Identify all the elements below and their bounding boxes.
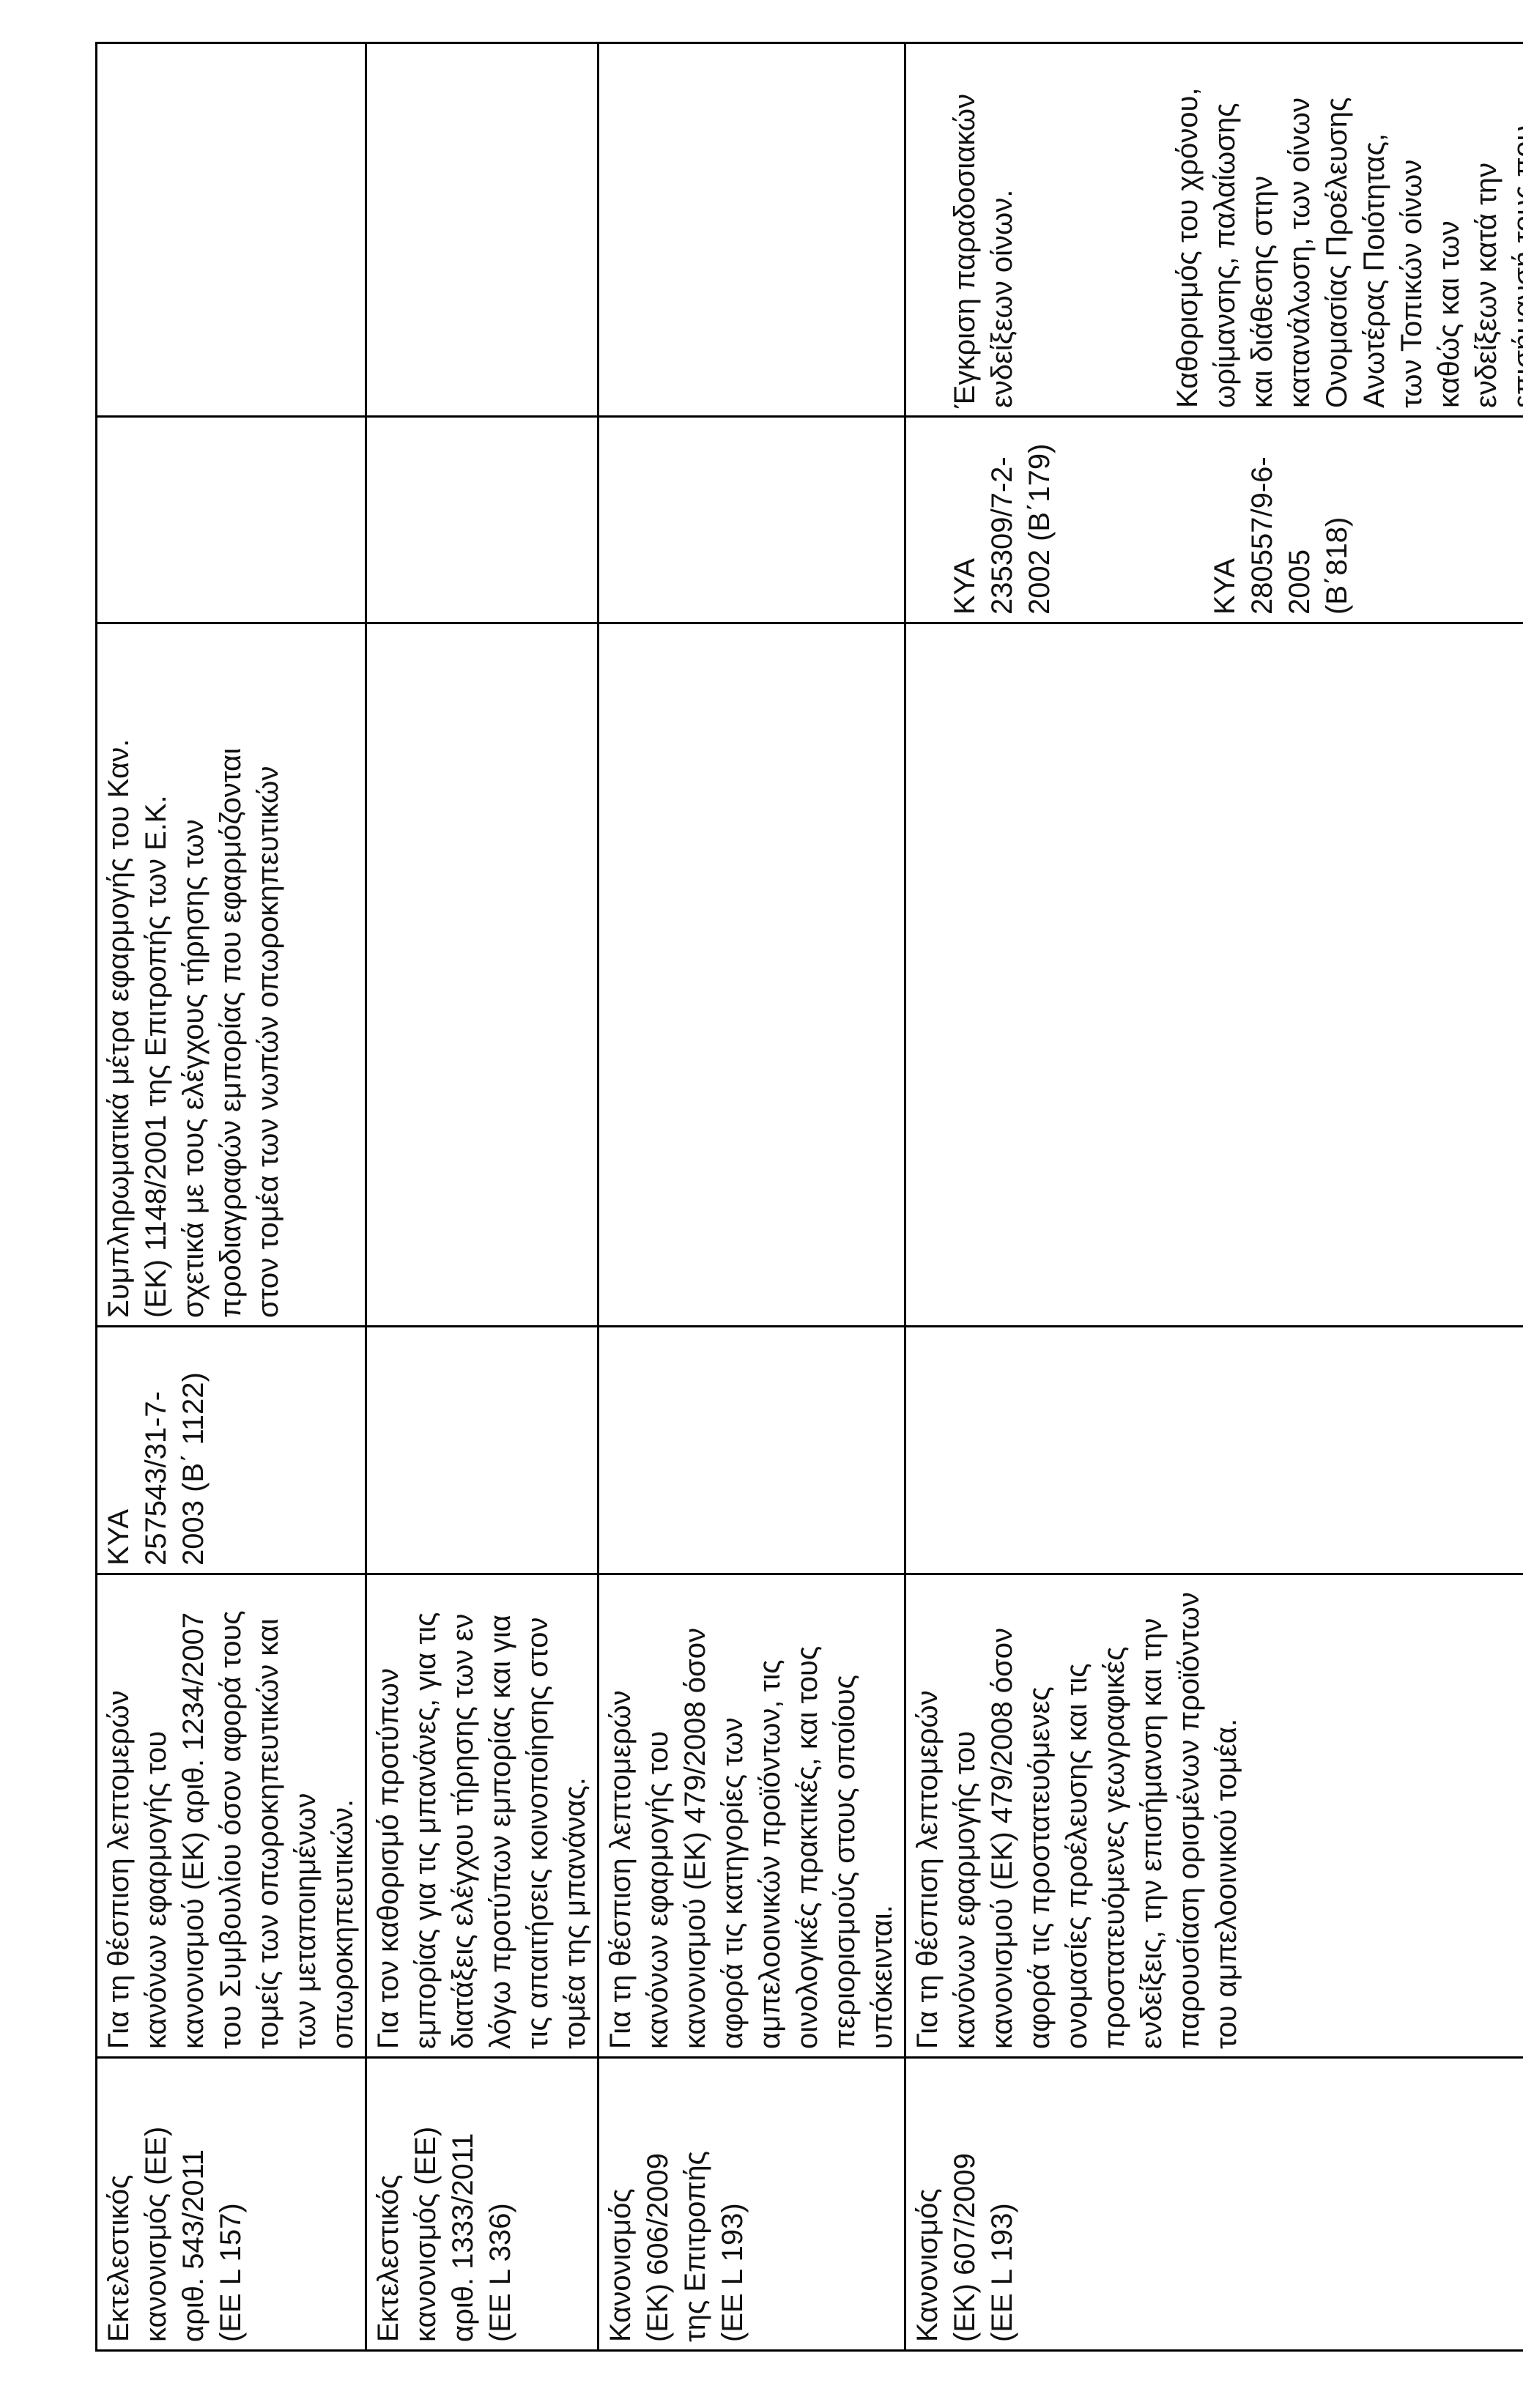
kya-280557: ΚΥΑ 280557/9-6- 2005 (Β΄818) — [1209, 456, 1353, 615]
kya-description-cell — [366, 623, 599, 1327]
regulation-cell: Κανονισμός (ΕΚ) 607/2009 (ΕΕ L 193) — [905, 2057, 1523, 2351]
kya2-description-cell: Έγκριση παραδοσιακών ενδείξεων οίνων. Κα… — [905, 42, 1523, 417]
kya2-description-cell — [96, 42, 366, 417]
kya2-description-cell — [598, 42, 905, 417]
regulation-cell: Εκτελεστικός κανονισμός (ΕΕ) αριθ. 1333/… — [366, 2057, 599, 2351]
table-row: Εκτελεστικός κανονισμός (ΕΕ) αριθ. 1333/… — [366, 42, 599, 2351]
table-row: Κανονισμός (ΕΚ) 607/2009 (ΕΕ L 193) Για … — [905, 42, 1523, 2351]
description-cell: Για τη θέσπιση λεπτομερών κανόνων εφαρμο… — [96, 1574, 366, 2058]
kya-description-cell — [905, 623, 1523, 1327]
kya2-cell — [598, 416, 905, 623]
description-cell: Για τη θέσπιση λεπτομερών κανόνων εφαρμο… — [598, 1574, 905, 2058]
kya2-cell: ΚΥΑ 235309/7-2- 2002 (Β΄179) ΚΥΑ 280557/… — [905, 416, 1523, 623]
table-row: Κανονισμός (ΕΚ) 606/2009 της Επιτροπής (… — [598, 42, 905, 2351]
kya-280557-description: Καθορισμός του χρόνου, ωρίμανσης, παλαίω… — [1171, 87, 1523, 408]
kya-description-cell: Συμπληρωματικά μέτρα εφαρμογής του Καν. … — [96, 623, 366, 1327]
spacer — [1059, 51, 1132, 408]
kya-cell — [905, 1326, 1523, 1574]
regulations-table: Εκτελεστικός κανονισμός (ΕΕ) αριθ. 543/2… — [95, 42, 1523, 2352]
rotated-page: Εκτελεστικός κανονισμός (ΕΕ) αριθ. 543/2… — [95, 42, 1523, 2352]
spacer — [1096, 425, 1169, 615]
kya2-cell — [366, 416, 599, 623]
kya-cell — [598, 1326, 905, 1574]
description-cell: Για τον καθορισμό προτύπων εμπορίας για … — [366, 1574, 599, 2058]
kya2-cell — [96, 416, 366, 623]
table-row: Εκτελεστικός κανονισμός (ΕΕ) αριθ. 543/2… — [96, 42, 366, 2351]
kya-cell — [366, 1326, 599, 1574]
kya-cell: ΚΥΑ 257543/31-7- 2003 (Β΄ 1122) — [96, 1326, 366, 1574]
kya-235309-description: Έγκριση παραδοσιακών ενδείξεων οίνων. — [949, 93, 1018, 408]
description-cell: Για τη θέσπιση λεπτομερών κανόνων εφαρμο… — [905, 1574, 1523, 2058]
regulation-cell: Κανονισμός (ΕΚ) 606/2009 της Επιτροπής (… — [598, 2057, 905, 2351]
kya-description-cell — [598, 623, 905, 1327]
regulation-cell: Εκτελεστικός κανονισμός (ΕΕ) αριθ. 543/2… — [96, 2057, 366, 2351]
kya-235309: ΚΥΑ 235309/7-2- 2002 (Β΄179) — [949, 443, 1056, 615]
kya2-description-cell — [366, 42, 599, 417]
